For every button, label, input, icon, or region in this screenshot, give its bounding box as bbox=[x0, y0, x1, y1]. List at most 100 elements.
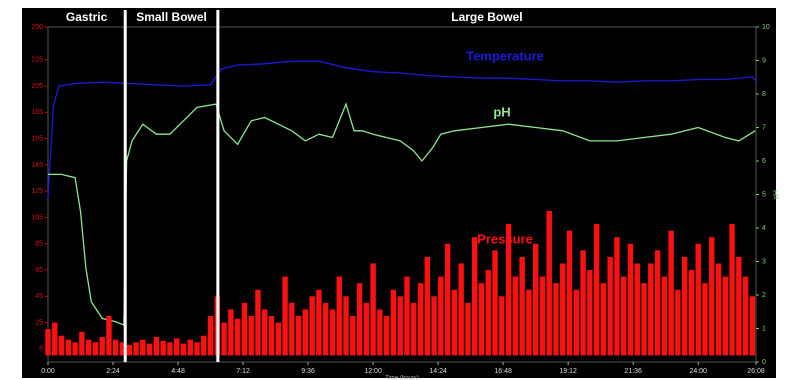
pressure-bar bbox=[431, 296, 437, 356]
pressure-bar bbox=[363, 302, 370, 356]
y-tick-label: 105 bbox=[31, 214, 43, 221]
y-tick-label: 145 bbox=[31, 162, 43, 169]
x-tick-label: 2:24 bbox=[106, 368, 120, 375]
pressure-bar bbox=[607, 256, 613, 356]
pressure-bar bbox=[390, 289, 397, 356]
pressure-bar bbox=[72, 342, 78, 356]
pressure-bar bbox=[248, 316, 254, 356]
pressure-bar bbox=[309, 296, 315, 356]
series-label: Temperature bbox=[466, 48, 544, 63]
pressure-bar bbox=[146, 343, 153, 356]
series-line bbox=[48, 102, 756, 327]
x-tick-label: 26:08 bbox=[747, 368, 765, 375]
pressure-bar bbox=[275, 322, 281, 356]
y-tick-label: 45 bbox=[35, 293, 43, 300]
pressure-bar bbox=[268, 316, 275, 356]
pressure-bar bbox=[634, 263, 640, 356]
pressure-bar bbox=[370, 263, 376, 356]
pressure-bar bbox=[519, 256, 525, 356]
x-tick-label: 4:48 bbox=[171, 368, 185, 375]
pressure-bar bbox=[234, 318, 241, 356]
pressure-bar bbox=[99, 337, 105, 356]
pressure-bar bbox=[92, 342, 99, 356]
pressure-bar bbox=[417, 283, 424, 356]
y-tick-label: 250 bbox=[31, 24, 43, 31]
pressure-bar bbox=[194, 342, 200, 356]
pressure-bar bbox=[302, 309, 309, 356]
pressure-bar bbox=[688, 270, 695, 356]
pressure-bar bbox=[553, 283, 559, 356]
pressure-bar bbox=[560, 263, 566, 356]
pressure-bar bbox=[600, 283, 607, 356]
pressure-bar bbox=[424, 256, 430, 356]
pressure-bar bbox=[458, 263, 464, 356]
pressure-bar bbox=[580, 250, 586, 356]
pressure-bar bbox=[492, 250, 498, 356]
x-tick-label: 19:12 bbox=[559, 368, 577, 375]
pressure-bar bbox=[350, 316, 356, 356]
pressure-bar bbox=[742, 276, 749, 356]
pressure-bar bbox=[614, 237, 620, 356]
y2-tick-label: 8 bbox=[762, 91, 766, 98]
y2-tick-label: 5 bbox=[762, 191, 766, 198]
phase-label: Gastric bbox=[66, 10, 108, 24]
pressure-bar bbox=[587, 270, 593, 356]
pressure-bar bbox=[187, 339, 193, 356]
pressure-bar bbox=[505, 224, 512, 356]
x-tick-label: 9:36 bbox=[301, 368, 315, 375]
x-tick-label: 0:00 bbox=[41, 368, 55, 375]
pressure-bar bbox=[295, 316, 302, 356]
pressure-bar bbox=[167, 342, 173, 356]
pressure-bar bbox=[126, 344, 132, 356]
x-tick-label: 12:00 bbox=[364, 368, 382, 375]
pressure-bar bbox=[160, 340, 166, 356]
pressure-bar bbox=[221, 322, 227, 356]
pressure-bar bbox=[675, 289, 681, 356]
pressure-bar bbox=[512, 276, 519, 356]
pressure-bar bbox=[465, 302, 471, 356]
pressure-bar bbox=[444, 243, 451, 356]
pressure-bar bbox=[749, 296, 756, 356]
pressure-bar bbox=[383, 316, 390, 356]
y-tick-label: 205 bbox=[31, 83, 43, 90]
pressure-bar bbox=[546, 210, 552, 356]
pressure-bar bbox=[709, 237, 715, 356]
x-tick-label: 7:12 bbox=[236, 368, 250, 375]
series-line bbox=[47, 60, 757, 198]
pressure-bar bbox=[451, 289, 458, 356]
pressure-bar bbox=[58, 335, 65, 356]
series-label: Pressure bbox=[477, 231, 533, 246]
pressure-bar bbox=[404, 276, 410, 356]
pressure-bar bbox=[133, 342, 139, 356]
y-tick-label: 5 bbox=[39, 346, 43, 353]
pressure-bar bbox=[153, 337, 160, 356]
pressure-bar bbox=[722, 276, 729, 356]
pressure-bar bbox=[627, 243, 634, 356]
y2-tick-label: 9 bbox=[762, 57, 766, 64]
phase-label: Large Bowel bbox=[451, 10, 522, 24]
pressure-bar bbox=[478, 283, 485, 356]
y-tick-label: 165 bbox=[31, 136, 43, 143]
y-tick-label: 65 bbox=[35, 267, 43, 274]
y-tick-label: 125 bbox=[31, 188, 43, 195]
pressure-bar bbox=[485, 270, 491, 356]
pressure-bar bbox=[397, 296, 403, 356]
pressure-bar bbox=[329, 309, 336, 356]
pressure-bar bbox=[262, 309, 268, 356]
y-tick-label: 85 bbox=[35, 241, 43, 248]
x-axis-label: Time (hours) bbox=[385, 376, 419, 380]
y2-tick-label: 6 bbox=[762, 158, 766, 165]
x-tick-label: 14:24 bbox=[429, 368, 447, 375]
pressure-bar bbox=[343, 296, 349, 356]
pressure-bar bbox=[356, 283, 363, 356]
pressure-bar bbox=[499, 296, 505, 356]
pressure-bar bbox=[180, 343, 187, 356]
pressure-bar bbox=[438, 276, 444, 356]
y2-tick-label: 7 bbox=[762, 124, 766, 131]
y2-tick-label: 4 bbox=[762, 225, 766, 232]
pressure-bar bbox=[316, 289, 322, 356]
pressure-bar bbox=[411, 302, 417, 356]
y-tick-label: 25 bbox=[35, 319, 43, 326]
pressure-bar bbox=[593, 224, 600, 356]
